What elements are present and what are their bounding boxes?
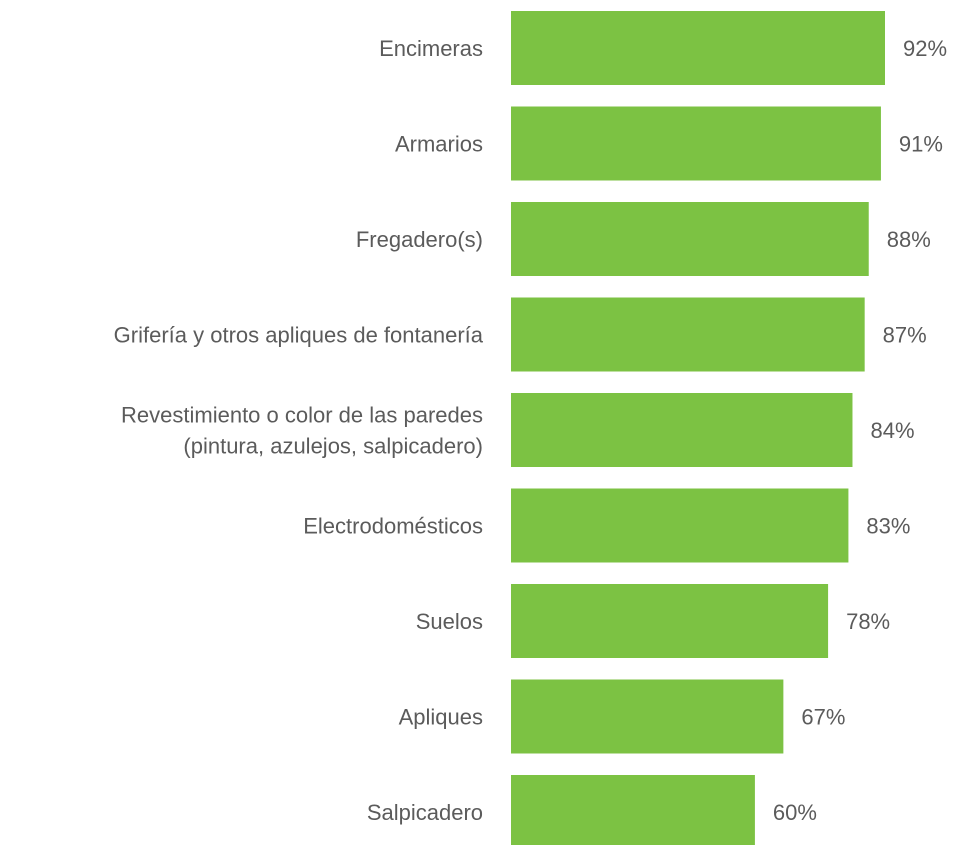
bar [511,297,865,372]
bar-row: Electrodomésticos 83% [303,488,910,563]
bar-row: Grifería y otros apliques de fontanería 8… [114,297,927,372]
bar [511,679,784,754]
value-label: 88% [887,227,931,252]
value-label: 60% [773,800,817,825]
bar-row: Fregadero(s) 88% [356,202,931,276]
category-label: Electrodomésticos [303,514,483,539]
value-label: 67% [801,705,845,730]
bar [511,106,881,181]
value-label: 91% [899,132,943,157]
bar [511,775,755,845]
bar [511,202,869,276]
category-label: Revestimiento o color de las paredes [121,403,483,428]
value-label: 78% [846,609,890,634]
bar-row: Apliques 67% [399,679,845,754]
bar [511,488,849,563]
category-label: Fregadero(s) [356,227,483,252]
category-label: Encimeras [379,36,483,61]
value-label: 84% [870,418,914,443]
category-label: Suelos [416,609,483,634]
bar [511,584,829,658]
category-label: (pintura, azulejos, salpicadero) [183,434,483,459]
category-label: Apliques [399,705,483,730]
bar-row: Revestimiento o color de las paredes (pin… [121,393,915,467]
bar-row: Suelos 78% [416,584,890,658]
bar-row: Encimeras 92% [379,11,947,85]
bar-row: Salpicadero 60% [367,775,817,845]
category-label: Salpicadero [367,800,483,825]
category-label: Grifería y otros apliques de fontanería [114,323,484,348]
bar [511,11,885,85]
bar [511,393,853,467]
value-label: 92% [903,36,947,61]
value-label: 83% [866,514,910,539]
bar-row: Armarios 91% [395,106,943,181]
category-label: Armarios [395,132,483,157]
value-label: 87% [883,323,927,348]
